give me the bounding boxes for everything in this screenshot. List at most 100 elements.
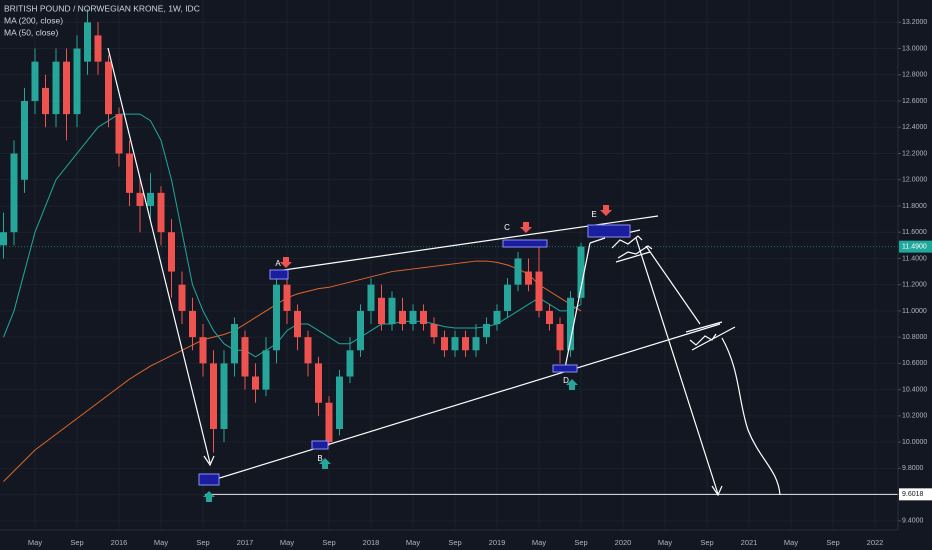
candle-body xyxy=(136,192,144,206)
candle-body xyxy=(430,324,438,338)
candle-body xyxy=(420,310,427,325)
x-tick-label: May xyxy=(280,538,294,547)
y-tick-label: 11.2000 xyxy=(902,282,927,289)
drawn-arrow xyxy=(711,485,723,497)
candle-body xyxy=(546,310,553,325)
x-tick-label: 2020 xyxy=(615,538,632,547)
candle-body xyxy=(357,310,364,351)
up-arrow xyxy=(566,379,578,390)
candle-body xyxy=(42,87,49,115)
candle-body xyxy=(21,101,28,180)
candle-body xyxy=(472,337,480,351)
y-tick-label: 12.6000 xyxy=(902,98,927,105)
candle-body xyxy=(294,310,301,338)
down-arrow xyxy=(600,205,612,216)
candles xyxy=(0,9,585,453)
candle-body xyxy=(462,337,469,351)
candle-body xyxy=(157,192,165,233)
x-tick-label: May xyxy=(532,538,546,547)
drawn-line xyxy=(564,242,591,369)
point-label: E xyxy=(591,210,596,219)
point-labels: A B C D E xyxy=(275,210,596,463)
x-tick-label: May xyxy=(784,538,798,547)
candle-body xyxy=(346,350,354,377)
drawn-curve xyxy=(721,337,781,496)
candle-body xyxy=(378,297,385,325)
y-tick-label: 10.8000 xyxy=(902,334,927,341)
x-tick-label: May xyxy=(154,538,168,547)
candle-body xyxy=(147,192,154,206)
price-tag-label: 9.6018 xyxy=(902,491,924,498)
candle-body xyxy=(52,61,60,115)
x-tick-label: Sep xyxy=(826,538,839,547)
drawn-line xyxy=(589,237,606,244)
grid xyxy=(0,246,898,495)
y-tick-label: 10.2000 xyxy=(902,413,927,420)
candle-body xyxy=(525,271,532,285)
y-tick-label: 12.0000 xyxy=(902,177,927,184)
candle-body xyxy=(304,337,312,364)
candle-body xyxy=(210,363,217,429)
zone-box xyxy=(198,473,220,486)
candle-body xyxy=(504,284,511,311)
candle-body xyxy=(409,310,417,325)
candle-body xyxy=(273,284,280,351)
candle-body xyxy=(199,337,207,364)
candle-body xyxy=(567,297,574,351)
y-tick-label: 12.2000 xyxy=(902,150,927,157)
x-tick-label: Sep xyxy=(196,538,209,547)
x-tick-label: 2016 xyxy=(111,538,128,547)
candle-body xyxy=(388,297,396,325)
x-tick-label: Sep xyxy=(574,538,587,547)
signal-arrows xyxy=(203,205,612,502)
x-tick-label: May xyxy=(658,538,672,547)
point-label: C xyxy=(504,223,510,232)
x-tick-label: Sep xyxy=(70,538,83,547)
candle-body xyxy=(535,271,543,311)
drawn-channel xyxy=(685,321,736,351)
drawn-line xyxy=(107,47,211,464)
candle-body xyxy=(84,22,91,62)
candle-body xyxy=(399,310,406,325)
candle-body xyxy=(283,284,291,311)
candle-body xyxy=(241,337,249,377)
x-tick-label: 2021 xyxy=(741,538,758,547)
candle-body xyxy=(115,114,123,154)
y-tick-label: 10.0000 xyxy=(902,439,927,446)
x-tick-label: Sep xyxy=(700,538,713,547)
legend: BRITISH POUND / NORWEGIAN KRONE, 1W, IDC… xyxy=(4,3,200,37)
price-tag-label: 11.4900 xyxy=(902,243,927,250)
y-tick-label: 12.4000 xyxy=(902,124,927,131)
candle-body xyxy=(126,153,133,193)
y-tick-label: 10.6000 xyxy=(902,360,927,367)
candle-body xyxy=(10,153,18,233)
down-arrow xyxy=(280,257,292,268)
zone-box xyxy=(502,239,548,248)
candle-body xyxy=(483,324,490,338)
candle-body xyxy=(514,258,522,285)
candle-body xyxy=(336,376,343,429)
candle-body xyxy=(94,35,102,62)
zone-box xyxy=(311,440,329,450)
drawn-line xyxy=(645,245,701,325)
y-tick-label: 11.8000 xyxy=(902,203,927,210)
y-tick-label: 11.4000 xyxy=(902,255,927,262)
chart-title: BRITISH POUND / NORWEGIAN KRONE, 1W, IDC xyxy=(4,3,200,13)
candle-body xyxy=(63,61,70,115)
y-tick-label: 9.4000 xyxy=(902,518,924,525)
x-tick-label: May xyxy=(28,538,42,547)
y-tick-label: 9.8000 xyxy=(902,465,924,472)
support-line xyxy=(199,323,721,485)
candle-body xyxy=(493,310,501,325)
x-tick-label: 2017 xyxy=(237,538,254,547)
zone-box xyxy=(587,224,631,238)
candle-body xyxy=(441,337,448,351)
price-axis xyxy=(898,0,932,550)
down-arrow xyxy=(520,222,532,233)
point-label: D xyxy=(563,376,569,385)
y-tick-label: 12.8000 xyxy=(902,72,927,79)
candle-body xyxy=(189,310,196,338)
